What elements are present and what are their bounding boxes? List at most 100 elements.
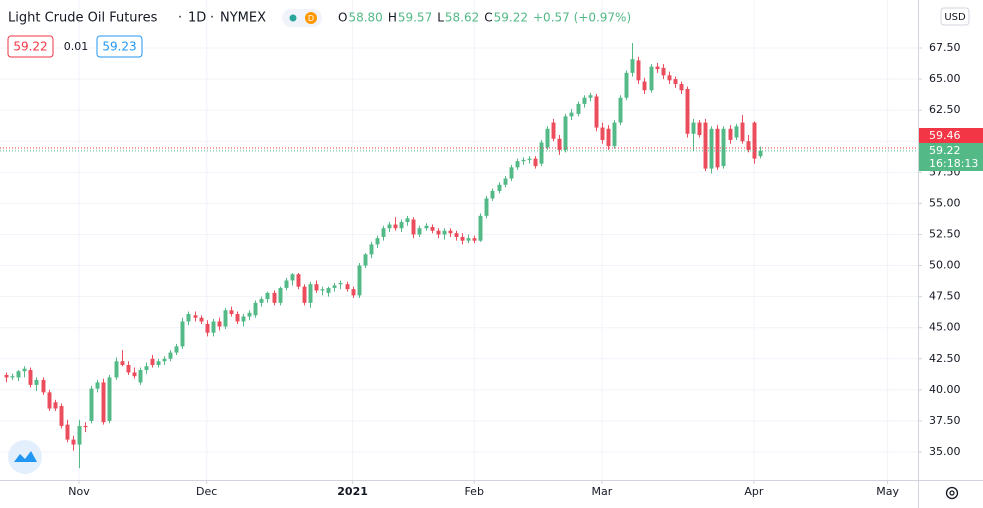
bid[interactable]: 59.22 bbox=[13, 40, 47, 54]
ohlc-label: L bbox=[437, 11, 444, 25]
settings-icon[interactable] bbox=[945, 486, 959, 500]
candle-body bbox=[114, 361, 119, 378]
ohlc-label: O bbox=[338, 11, 347, 25]
candle-body bbox=[302, 286, 307, 303]
candle-body bbox=[77, 425, 82, 445]
candle-body bbox=[411, 219, 416, 235]
x-tick-label: 2021 bbox=[337, 485, 368, 498]
candle-body bbox=[132, 372, 137, 377]
candle-body bbox=[308, 284, 313, 303]
y-tick-label: 42.50 bbox=[929, 352, 961, 365]
candle-body bbox=[65, 424, 70, 440]
candle-body bbox=[588, 95, 593, 98]
candle-body bbox=[375, 238, 380, 245]
candle-body bbox=[126, 365, 131, 373]
candle-body bbox=[740, 122, 745, 142]
candle-body bbox=[527, 158, 532, 160]
candle-body bbox=[59, 406, 64, 426]
candle-body bbox=[497, 184, 502, 191]
logo-circle bbox=[8, 440, 42, 474]
candle-body bbox=[697, 122, 702, 136]
candle-body bbox=[399, 222, 404, 229]
candle-body bbox=[332, 285, 337, 288]
candle-body bbox=[417, 228, 422, 235]
candle-body bbox=[521, 159, 526, 162]
bid-box[interactable] bbox=[7, 35, 54, 58]
candle-body bbox=[484, 198, 489, 216]
spread: 0.01 bbox=[64, 40, 89, 53]
candle-body bbox=[278, 287, 283, 303]
candle-body bbox=[405, 218, 410, 223]
y-tick-label: 47.50 bbox=[929, 290, 961, 303]
candle-body bbox=[387, 224, 392, 229]
candle-body bbox=[545, 128, 550, 148]
y-tick-label: 52.50 bbox=[929, 227, 961, 240]
candle-body bbox=[460, 236, 465, 241]
settings[interactable] bbox=[945, 486, 959, 500]
candle-body bbox=[120, 361, 125, 366]
candle-body bbox=[691, 122, 696, 134]
candle-body bbox=[156, 361, 161, 366]
delay-badge bbox=[305, 12, 317, 24]
ohlc-values: O 58.80 H 59.57 L 58.62 C 59.22 +0.57 (+0.97%) bbox=[338, 11, 631, 25]
y-tick-label: 37.50 bbox=[929, 414, 961, 427]
candle-body bbox=[150, 358, 155, 366]
y-tick-label: 35.00 bbox=[929, 445, 961, 458]
candle-body bbox=[533, 158, 538, 167]
y-tick-label: 67.50 bbox=[929, 41, 961, 54]
change: +0.57 (+0.97%) bbox=[533, 11, 631, 25]
candle-body bbox=[229, 310, 234, 315]
candle-body bbox=[557, 138, 562, 150]
ask[interactable]: 59.23 bbox=[102, 40, 136, 54]
logo-shape bbox=[14, 451, 37, 462]
candle-body bbox=[71, 439, 76, 445]
candle-body bbox=[186, 314, 191, 322]
candle-body bbox=[679, 84, 684, 91]
candle-body bbox=[642, 81, 647, 91]
quote-boxes: 59.22 0.01 59.23 bbox=[7, 35, 143, 58]
candle-body bbox=[28, 369, 33, 385]
candle-body bbox=[265, 292, 270, 300]
price-label: 59.46 bbox=[929, 129, 961, 142]
ohlc-value: 58.62 bbox=[445, 11, 479, 25]
y-tick-label: 50.00 bbox=[929, 259, 961, 272]
candle-body bbox=[630, 59, 635, 73]
candle-body bbox=[351, 289, 356, 296]
candle-body bbox=[223, 310, 228, 327]
x-tick-label: May bbox=[876, 485, 899, 498]
candle-body bbox=[47, 392, 52, 409]
candle-body bbox=[16, 371, 21, 378]
candle-body bbox=[667, 75, 672, 81]
candle-body bbox=[34, 379, 39, 385]
ask-box[interactable] bbox=[96, 35, 143, 58]
candle-body bbox=[320, 289, 325, 291]
ohlc-value: 59.57 bbox=[398, 11, 432, 25]
candle-body bbox=[728, 128, 733, 140]
candle-body bbox=[563, 116, 568, 150]
candle-body bbox=[345, 284, 350, 290]
candle-body bbox=[41, 379, 46, 393]
x-tick-label: Mar bbox=[591, 485, 612, 498]
candle-body bbox=[162, 358, 167, 362]
candle-body bbox=[515, 161, 520, 168]
candle-body bbox=[661, 67, 666, 76]
candle-body bbox=[430, 227, 435, 231]
y-tick-label: 40.00 bbox=[929, 383, 961, 396]
candle-body bbox=[314, 284, 319, 291]
candle-body bbox=[338, 282, 343, 285]
candle-body bbox=[296, 274, 301, 287]
candle-body bbox=[290, 274, 295, 281]
currency-box[interactable] bbox=[940, 7, 970, 26]
candle-body bbox=[472, 238, 477, 241]
candle-body bbox=[685, 89, 690, 134]
price-label-box bbox=[919, 143, 983, 171]
price-label: 59.22 bbox=[929, 144, 961, 157]
ohlc-value: 58.80 bbox=[348, 11, 382, 25]
candle-body bbox=[673, 79, 678, 85]
candle-body bbox=[369, 244, 374, 255]
y-tick-label: 45.00 bbox=[929, 321, 961, 334]
currency[interactable]: USD bbox=[944, 12, 966, 23]
interval: 1D bbox=[188, 11, 206, 26]
candle-body bbox=[569, 112, 574, 117]
